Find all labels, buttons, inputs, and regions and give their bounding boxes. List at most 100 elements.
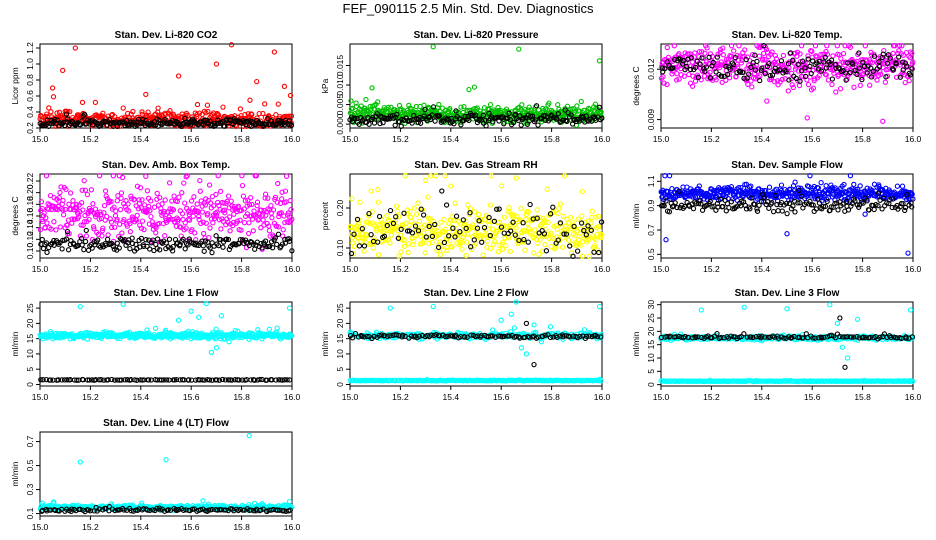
data-point <box>707 69 713 75</box>
data-point <box>864 70 870 76</box>
data-point <box>862 211 868 217</box>
data-point <box>78 222 84 228</box>
x-tick-label: 16.0 <box>594 134 611 144</box>
y-tick-label: 0.2 <box>25 122 35 134</box>
data-point <box>910 59 916 65</box>
data-point <box>790 84 796 91</box>
data-point <box>215 112 222 118</box>
y-tick-label: 0.012 <box>646 58 656 80</box>
x-tick-label: 15.0 <box>342 264 359 274</box>
data-point <box>900 67 906 73</box>
data-point <box>101 202 108 209</box>
data-point <box>823 183 829 189</box>
y-tick-label: 10 <box>335 349 345 359</box>
data-point <box>151 204 158 210</box>
data-point <box>899 43 905 49</box>
data-point <box>119 230 125 236</box>
data-point <box>417 120 424 126</box>
data-point <box>207 225 213 231</box>
data-point <box>845 65 851 71</box>
data-point <box>664 44 670 51</box>
data-point <box>597 116 604 123</box>
data-point <box>799 68 805 74</box>
data-point <box>540 105 546 112</box>
y-tick-label: 0.6 <box>25 90 35 102</box>
data-point <box>48 109 54 115</box>
data-point <box>461 104 467 110</box>
data-point <box>748 64 754 70</box>
data-point <box>394 111 400 117</box>
data-point <box>50 94 57 100</box>
data-point <box>714 54 720 60</box>
data-point <box>153 230 159 236</box>
data-point <box>275 101 281 107</box>
data-point <box>262 101 268 107</box>
data-point <box>538 339 545 345</box>
data-point <box>907 72 913 78</box>
data-point <box>398 249 404 255</box>
y-axis-label: degrees C <box>10 196 20 235</box>
data-point <box>822 54 828 60</box>
x-tick-label: 15.4 <box>443 264 460 274</box>
data-point <box>471 84 478 90</box>
data-point <box>687 66 694 73</box>
data-point <box>245 230 252 237</box>
data-point <box>185 112 191 118</box>
data-point <box>114 216 120 223</box>
data-point <box>527 201 533 208</box>
data-point <box>266 326 272 332</box>
data-point <box>133 217 140 223</box>
data-point <box>181 180 187 186</box>
data-point <box>789 82 795 88</box>
chart-title: Stan. Dev. Li-820 CO2 <box>115 30 218 41</box>
data-point <box>816 72 822 79</box>
data-point <box>170 207 177 213</box>
data-point <box>518 205 524 211</box>
data-point <box>69 216 75 222</box>
data-point <box>568 112 574 118</box>
data-point <box>822 51 828 57</box>
data-point <box>670 65 676 71</box>
data-point <box>477 108 483 114</box>
data-point <box>533 103 540 109</box>
x-tick-label: 16.0 <box>284 392 301 402</box>
data-point <box>107 216 113 222</box>
data-point <box>166 180 173 186</box>
data-point <box>81 111 88 117</box>
data-point <box>46 123 52 129</box>
chart-title: Stan. Dev. Sample Flow <box>731 160 843 171</box>
data-point <box>67 190 74 196</box>
data-point <box>498 183 505 189</box>
data-point <box>448 183 454 189</box>
data-point <box>348 98 354 104</box>
data-point <box>420 212 427 218</box>
data-point <box>201 248 207 254</box>
data-point <box>421 102 427 108</box>
series-reference <box>37 111 295 129</box>
data-point <box>39 236 45 243</box>
data-point <box>909 66 915 72</box>
data-point <box>828 57 835 63</box>
data-point <box>800 73 806 80</box>
data-point <box>213 345 220 351</box>
data-point <box>80 207 86 213</box>
data-point <box>108 219 115 225</box>
data-point <box>368 188 374 194</box>
x-tick-label: 15.4 <box>754 134 771 144</box>
data-point <box>556 205 562 212</box>
data-point <box>732 54 738 61</box>
data-point <box>366 121 372 127</box>
data-point <box>773 56 780 62</box>
data-point <box>194 114 200 120</box>
data-point <box>495 104 501 111</box>
data-point <box>842 43 848 49</box>
data-point <box>120 301 126 308</box>
data-point <box>857 183 863 189</box>
data-point <box>453 108 459 114</box>
data-point <box>860 59 866 65</box>
y-tick-label: 1.0 <box>25 58 35 70</box>
data-point <box>127 220 133 227</box>
